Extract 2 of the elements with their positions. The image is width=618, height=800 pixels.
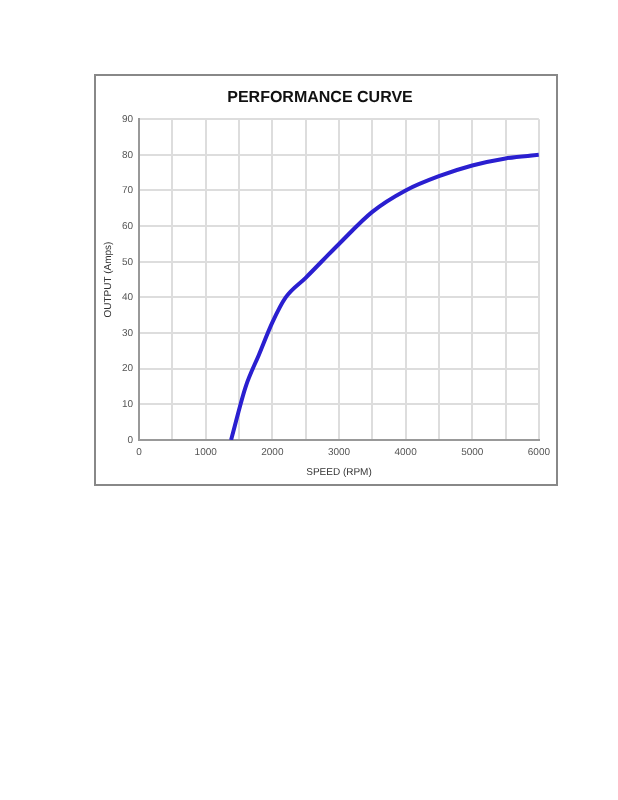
chart-title: PERFORMANCE CURVE — [227, 88, 415, 107]
line-series — [229, 152, 539, 440]
